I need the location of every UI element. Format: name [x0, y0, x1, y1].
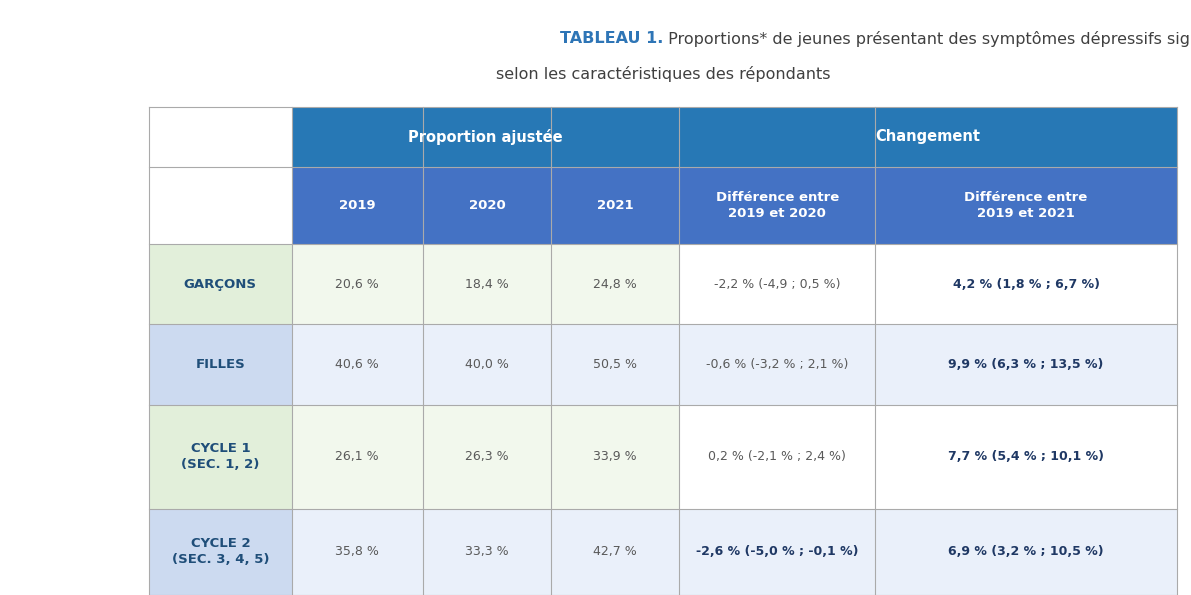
Bar: [292, 324, 423, 405]
Bar: [551, 405, 679, 509]
Bar: [679, 509, 875, 595]
Bar: [875, 244, 1177, 324]
Text: Différence entre
2019 et 2021: Différence entre 2019 et 2021: [965, 191, 1087, 220]
Text: 35,8 %: 35,8 %: [336, 546, 379, 558]
Text: 9,9 % (6,3 % ; 13,5 %): 9,9 % (6,3 % ; 13,5 %): [948, 358, 1104, 371]
Text: 26,3 %: 26,3 %: [466, 450, 509, 463]
Bar: [423, 509, 551, 595]
Text: Proportions* de jeunes présentant des symptômes dépressifs significatifs: Proportions* de jeunes présentant des sy…: [662, 31, 1191, 46]
Text: 24,8 %: 24,8 %: [593, 278, 637, 290]
Bar: [679, 167, 875, 244]
Bar: [551, 167, 679, 244]
Bar: [875, 324, 1177, 405]
Bar: [423, 405, 551, 509]
Text: 26,1 %: 26,1 %: [336, 450, 379, 463]
Bar: [292, 405, 423, 509]
Bar: [292, 509, 423, 595]
Text: 40,6 %: 40,6 %: [336, 358, 379, 371]
Text: Différence entre
2019 et 2020: Différence entre 2019 et 2020: [716, 191, 838, 220]
Bar: [679, 324, 875, 405]
Text: selon les caractéristiques des répondants: selon les caractéristiques des répondant…: [497, 67, 830, 82]
Bar: [423, 244, 551, 324]
Bar: [875, 509, 1177, 595]
Bar: [551, 244, 679, 324]
Text: 2021: 2021: [597, 199, 634, 212]
Text: GARÇONS: GARÇONS: [183, 278, 257, 290]
Text: 2020: 2020: [469, 199, 505, 212]
Text: 40,0 %: 40,0 %: [466, 358, 509, 371]
Bar: [149, 167, 292, 244]
Bar: [149, 509, 292, 595]
Bar: [292, 244, 423, 324]
Bar: [149, 405, 292, 509]
Bar: [423, 167, 551, 244]
Text: Proportion ajustée: Proportion ajustée: [409, 129, 562, 145]
Text: 2019: 2019: [339, 199, 375, 212]
Bar: [149, 107, 292, 167]
Text: 7,7 % (5,4 % ; 10,1 %): 7,7 % (5,4 % ; 10,1 %): [948, 450, 1104, 463]
Bar: [149, 244, 292, 324]
Text: 18,4 %: 18,4 %: [466, 278, 509, 290]
Bar: [679, 107, 1177, 167]
Text: 0,2 % (-2,1 % ; 2,4 %): 0,2 % (-2,1 % ; 2,4 %): [709, 450, 846, 463]
Bar: [551, 509, 679, 595]
Text: 42,7 %: 42,7 %: [593, 546, 637, 558]
Text: Changement: Changement: [875, 129, 980, 145]
Text: 20,6 %: 20,6 %: [336, 278, 379, 290]
Bar: [292, 107, 679, 167]
Text: -0,6 % (-3,2 % ; 2,1 %): -0,6 % (-3,2 % ; 2,1 %): [706, 358, 848, 371]
Bar: [149, 324, 292, 405]
Text: 33,3 %: 33,3 %: [466, 546, 509, 558]
Bar: [875, 405, 1177, 509]
Bar: [551, 324, 679, 405]
Text: -2,6 % (-5,0 % ; -0,1 %): -2,6 % (-5,0 % ; -0,1 %): [696, 546, 859, 558]
Text: CYCLE 2
(SEC. 3, 4, 5): CYCLE 2 (SEC. 3, 4, 5): [172, 537, 269, 566]
Text: FILLES: FILLES: [195, 358, 245, 371]
Text: 33,9 %: 33,9 %: [593, 450, 637, 463]
Bar: [679, 405, 875, 509]
Bar: [679, 244, 875, 324]
Text: 50,5 %: 50,5 %: [593, 358, 637, 371]
Bar: [423, 324, 551, 405]
Text: 4,2 % (1,8 % ; 6,7 %): 4,2 % (1,8 % ; 6,7 %): [953, 278, 1099, 290]
Bar: [292, 167, 423, 244]
Bar: [875, 167, 1177, 244]
Text: CYCLE 1
(SEC. 1, 2): CYCLE 1 (SEC. 1, 2): [181, 442, 260, 471]
Text: 6,9 % (3,2 % ; 10,5 %): 6,9 % (3,2 % ; 10,5 %): [948, 546, 1104, 558]
Text: -2,2 % (-4,9 ; 0,5 %): -2,2 % (-4,9 ; 0,5 %): [713, 278, 841, 290]
Text: TABLEAU 1.: TABLEAU 1.: [560, 31, 663, 46]
